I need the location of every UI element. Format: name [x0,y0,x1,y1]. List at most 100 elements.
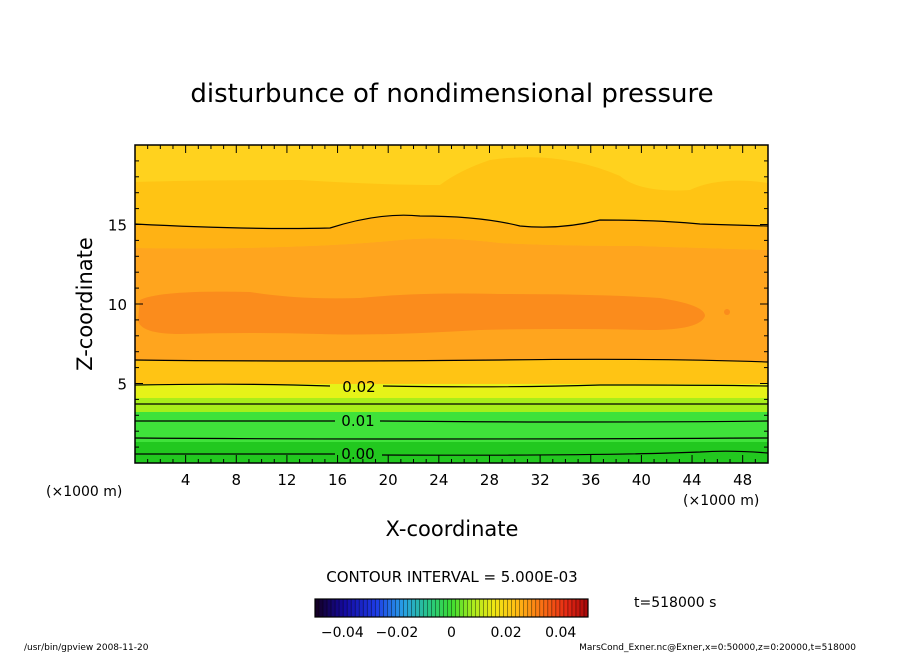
y-axis-unit: (×1000 m) [46,484,122,500]
colorbar-cell [463,599,468,617]
colorbar-cell [455,599,460,617]
colorbar-cell [339,599,344,617]
y-tick-label: 10 [108,296,127,314]
x-tick-label: 28 [480,471,499,489]
colorbar-cell [579,599,585,617]
colorbar-cell [531,599,537,617]
x-axis: 4 8 12 16 20 24 28 32 36 40 44 48 [147,145,756,489]
colorbar-cell [435,599,440,617]
colorbar-cell [335,599,340,617]
x-tick-label: 8 [232,471,242,489]
contour-lines [134,214,769,456]
contour-line [134,214,769,230]
colorbar-cell [547,599,553,617]
x-tick-label: 20 [379,471,398,489]
colorbar-cell [527,599,533,617]
field-band-max [138,291,705,335]
colorbar [314,599,589,617]
x-tick-label: 24 [429,471,448,489]
colorbar-cell [407,599,412,617]
colorbar-cell [479,599,484,617]
colorbar-tick-label: 0 [447,625,456,641]
pressure-field [135,145,768,463]
colorbar-cell [563,599,569,617]
colorbar-frame [314,598,589,618]
colorbar-cell [511,599,517,617]
colorbar-cell [351,599,356,617]
contour-interval-text: CONTOUR INTERVAL = 5.000E-03 [326,568,577,586]
colorbar-cell [379,599,384,617]
colorbar-cell [543,599,549,617]
field-top-band [135,145,768,191]
x-tick-label: 16 [328,471,347,489]
colorbar-cell [559,599,565,617]
colorbar-cell [495,599,500,617]
colorbar-cell [443,599,448,617]
colorbar-cell [347,599,352,617]
colorbar-cell [447,599,452,617]
colorbar-cell [327,599,332,617]
colorbar-cell [331,599,336,617]
colorbar-cell [315,599,320,617]
colorbar-cell [399,599,404,617]
colorbar-cell [471,599,476,617]
colorbar-cell [475,599,480,617]
colorbar-cell [519,599,525,617]
colorbar-tick-label: 0.04 [545,625,576,641]
colorbar-cell [503,599,509,617]
colorbar-cell [427,599,432,617]
colorbar-cell [403,599,408,617]
field-max-spot [724,309,730,315]
x-tick-label: 48 [733,471,752,489]
colorbar-cell [439,599,444,617]
chart-title: disturbunce of nondimensional pressure [190,79,713,109]
field-band-dark-green [135,442,768,463]
footer-right: MarsCond_Exner.nc@Exner,x=0:50000,z=0:20… [579,643,856,653]
colorbar-cell [359,599,364,617]
colorbar-cell [483,599,488,617]
contour-line [135,420,769,423]
footer-left: /usr/bin/gpview 2008-11-20 [24,643,149,653]
contour-label: 0.01 [341,412,374,430]
colorbar-cell [571,599,577,617]
colorbar-cell [355,599,360,617]
colorbar-cell [459,599,464,617]
colorbar-cell [395,599,400,617]
x-tick-label: 40 [632,471,651,489]
contour-line [135,450,769,456]
time-label: t=518000 s [634,595,716,611]
y-axis: 5 10 15 [108,160,768,448]
colorbar-tick-label: −0.04 [321,625,364,641]
x-tick-label: 4 [181,471,191,489]
contour-label: 0.02 [342,378,375,396]
colorbar-tick-label: −0.02 [375,625,418,641]
colorbar-cell [467,599,472,617]
colorbar-cell [491,599,496,617]
field-band-yellow [135,384,768,398]
colorbar-cell [423,599,428,617]
colorbar-cell [499,599,504,617]
contour-label-group: 0.02 0.01 0.00 [341,378,375,463]
colorbar-cell [383,599,388,617]
x-axis-title: X-coordinate [386,517,519,541]
colorbar-cell [451,599,456,617]
colorbar-cell [391,599,396,617]
contour-line [134,383,769,388]
y-tick-label: 15 [108,217,127,235]
contour-label: 0.00 [341,445,374,463]
x-tick-label: 32 [531,471,550,489]
field-band-gold [135,359,768,386]
colorbar-cell [367,599,372,617]
colorbar-cell [363,599,368,617]
field-band-yellow-green [135,398,768,412]
x-tick-label: 12 [277,471,296,489]
colorbar-cell [319,599,324,617]
colorbar-cell [523,599,529,617]
colorbar-cell [515,599,521,617]
colorbar-cell [487,599,492,617]
colorbar-cell [507,599,513,617]
colorbar-cell [575,599,581,617]
y-axis-title: Z-coordinate [73,237,97,371]
colorbar-cell [415,599,420,617]
